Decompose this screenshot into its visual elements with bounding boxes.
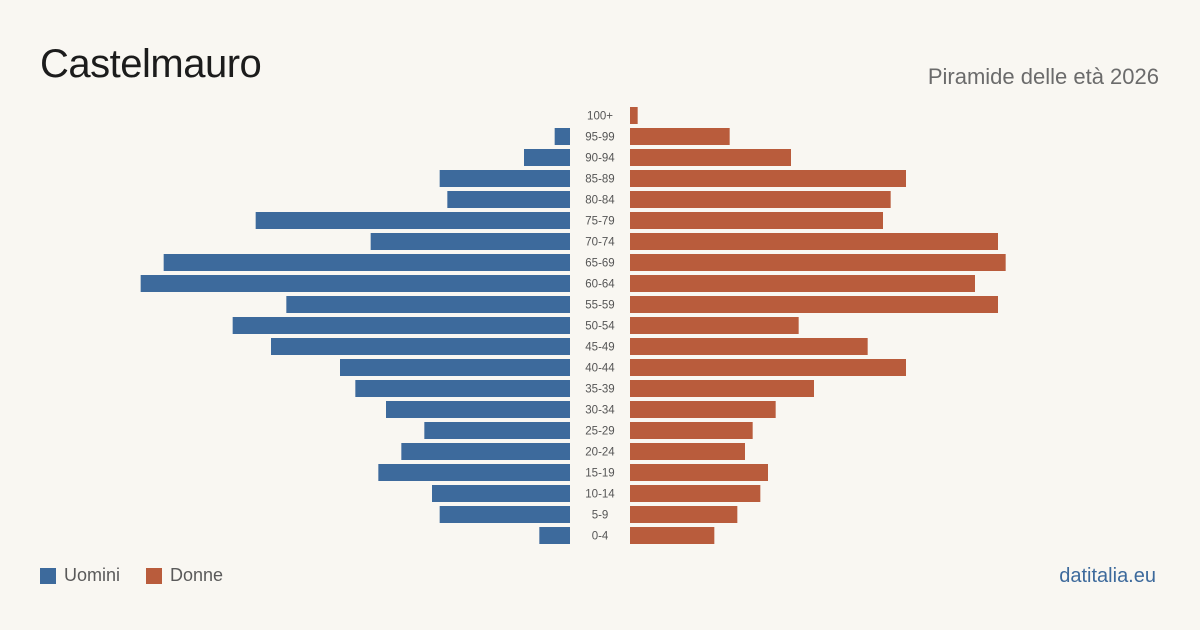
bar-men-90-94 bbox=[524, 149, 570, 166]
bar-women-30-34 bbox=[630, 401, 776, 418]
chart-subtitle: Piramide delle età 2026 bbox=[927, 64, 1159, 89]
age-label-35-39: 35-39 bbox=[585, 384, 614, 396]
legend-label-men: Uomini bbox=[64, 565, 121, 585]
bar-women-50-54 bbox=[630, 317, 799, 334]
brand-link[interactable]: datitalia.eu bbox=[1059, 565, 1156, 587]
legend-item-women: Donne bbox=[146, 565, 223, 586]
age-label-10-14: 10-14 bbox=[585, 489, 615, 501]
bar-men-55-59 bbox=[286, 296, 570, 313]
age-label-90-94: 90-94 bbox=[585, 153, 615, 165]
page-title: Castelmauro bbox=[40, 42, 262, 86]
bar-men-10-14 bbox=[432, 485, 570, 502]
age-label-85-89: 85-89 bbox=[585, 174, 614, 186]
bar-women-85-89 bbox=[630, 170, 906, 187]
legend: Uomini Donne bbox=[40, 565, 249, 586]
bar-women-80-84 bbox=[630, 191, 891, 208]
bar-women-70-74 bbox=[630, 233, 998, 250]
age-label-80-84: 80-84 bbox=[585, 195, 615, 207]
bar-women-25-29 bbox=[630, 422, 753, 439]
bar-women-5-9 bbox=[630, 506, 738, 523]
age-label-60-64: 60-64 bbox=[585, 279, 615, 291]
bar-women-65-69 bbox=[630, 254, 1006, 271]
bar-men-65-69 bbox=[163, 254, 570, 271]
bar-women-45-49 bbox=[630, 338, 868, 355]
bar-women-15-19 bbox=[630, 464, 768, 481]
age-label-30-34: 30-34 bbox=[585, 405, 615, 417]
bar-men-40-44 bbox=[340, 359, 570, 376]
bar-men-5-9 bbox=[439, 506, 570, 523]
age-label-45-49: 45-49 bbox=[585, 342, 614, 354]
bar-women-40-44 bbox=[630, 359, 906, 376]
legend-item-men: Uomini bbox=[40, 565, 120, 586]
bar-women-10-14 bbox=[630, 485, 761, 502]
bar-women-55-59 bbox=[630, 296, 998, 313]
age-label-50-54: 50-54 bbox=[585, 321, 615, 333]
bar-women-75-79 bbox=[630, 212, 883, 229]
bar-men-20-24 bbox=[401, 443, 570, 460]
bar-women-95-99 bbox=[630, 128, 730, 145]
bar-women-20-24 bbox=[630, 443, 745, 460]
bar-men-15-19 bbox=[378, 464, 570, 481]
bar-men-70-74 bbox=[370, 233, 570, 250]
bar-men-80-84 bbox=[447, 191, 570, 208]
bar-men-45-49 bbox=[271, 338, 570, 355]
bar-women-0-4 bbox=[630, 527, 715, 544]
legend-swatch-men bbox=[40, 567, 56, 584]
bar-women-90-94 bbox=[630, 149, 791, 166]
bar-women-100plus bbox=[630, 107, 638, 124]
bar-men-35-39 bbox=[355, 380, 570, 397]
bar-men-85-89 bbox=[439, 170, 570, 187]
age-label-5-9: 5-9 bbox=[592, 510, 609, 522]
age-label-40-44: 40-44 bbox=[585, 363, 615, 375]
age-label-20-24: 20-24 bbox=[585, 447, 615, 459]
bar-men-75-79 bbox=[255, 212, 570, 229]
legend-label-women: Donne bbox=[170, 565, 224, 585]
age-label-65-69: 65-69 bbox=[585, 258, 614, 270]
bar-women-60-64 bbox=[630, 275, 975, 292]
bar-men-0-4 bbox=[539, 527, 570, 544]
bar-men-25-29 bbox=[424, 422, 570, 439]
bar-women-35-39 bbox=[630, 380, 814, 397]
bar-men-95-99 bbox=[554, 128, 570, 145]
bar-men-50-54 bbox=[232, 317, 570, 334]
age-label-0-4: 0-4 bbox=[592, 531, 609, 543]
age-label-70-74: 70-74 bbox=[585, 237, 615, 249]
legend-swatch-women bbox=[146, 567, 163, 584]
bar-men-30-34 bbox=[386, 401, 570, 418]
age-label-100plus: 100+ bbox=[587, 111, 613, 123]
bar-men-60-64 bbox=[140, 275, 570, 292]
age-label-25-29: 25-29 bbox=[585, 426, 614, 438]
age-label-75-79: 75-79 bbox=[585, 216, 614, 228]
age-label-55-59: 55-59 bbox=[585, 300, 614, 312]
age-label-15-19: 15-19 bbox=[585, 468, 614, 480]
age-label-95-99: 95-99 bbox=[585, 132, 614, 144]
